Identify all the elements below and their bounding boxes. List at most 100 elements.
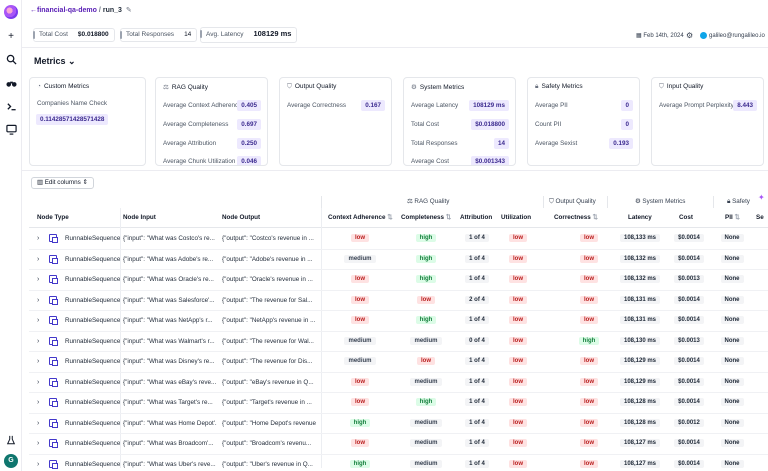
total-responses-value: 14	[184, 31, 192, 38]
terminal-icon[interactable]	[5, 101, 17, 113]
gauge-icon: ◔	[37, 83, 41, 90]
cell-node-input[interactable]: {"input": "What was Oracle's re...	[123, 276, 214, 283]
table-row[interactable]: › RunnableSequence {"input": "What was Net…	[29, 311, 768, 332]
header-node-input[interactable]: Node Input	[123, 214, 156, 221]
lab-flask-icon[interactable]	[5, 435, 17, 447]
columns-icon: ▥	[37, 179, 45, 186]
table-row[interactable]: › RunnableSequence {"input": "What was Dis…	[29, 352, 768, 373]
user-account[interactable]: galileo@rungalileo.io	[700, 32, 765, 39]
cell-node-input[interactable]: {"input": "What was Target's re...	[123, 399, 213, 406]
table-row[interactable]: › RunnableSequence {"input": "What was Bro…	[29, 434, 768, 455]
cell-node-output[interactable]: {"output": "The revenue for Wal...	[222, 337, 314, 345]
cell-node-output[interactable]: {"output": "Home Depot's revenue...	[222, 419, 316, 427]
table-row[interactable]: › RunnableSequence {"input": "What was eBa…	[29, 373, 768, 393]
table-row[interactable]: › RunnableSequence {"input": "What was Wal…	[29, 332, 768, 352]
chevron-right-icon[interactable]: ›	[37, 358, 40, 365]
search-icon[interactable]	[5, 54, 17, 66]
header-latency[interactable]: Latency	[628, 214, 652, 221]
table-row[interactable]: › RunnableSequence {"input": "What was Tar…	[29, 393, 768, 414]
status-pill: low	[351, 398, 369, 406]
header-node-type[interactable]: Node Type	[37, 214, 69, 221]
cell-node-input[interactable]: {"input": "What was Disney's re...	[123, 358, 215, 365]
header-label: Completeness	[401, 214, 445, 221]
header-attribution[interactable]: Attribution	[460, 214, 493, 221]
breadcrumb-run: run_3	[102, 7, 122, 14]
header-utilization[interactable]: Utilization	[501, 214, 532, 221]
attribution-pill: 0 of 4	[465, 336, 489, 345]
table-row[interactable]: › RunnableSequence {"input": "What was Ube…	[29, 455, 768, 471]
chevron-right-icon[interactable]: ›	[37, 276, 40, 283]
cell-cost: $0.0014	[669, 377, 709, 386]
chevron-down-icon: ⌄	[68, 56, 76, 66]
cell-node-input[interactable]: {"input": "What was Adobe's re...	[123, 255, 214, 263]
cell-node-output[interactable]: {"output": "Adobe's revenue in ...	[222, 255, 313, 263]
back-arrow-icon[interactable]: ←	[30, 7, 37, 14]
cell-node-input[interactable]: {"input": "What was Costco's re...	[123, 235, 215, 242]
table-row[interactable]: › RunnableSequence {"input": "What was Ora…	[29, 270, 768, 291]
edit-pencil-icon[interactable]: ✎	[125, 7, 132, 14]
plus-icon[interactable]: +	[8, 31, 14, 42]
cell-node-input[interactable]: {"input": "What was Broadcom'...	[123, 440, 214, 447]
column-divider	[120, 208, 121, 468]
table-row[interactable]: › RunnableSequence {"input": "What was Sal…	[29, 291, 768, 311]
cell-node-input[interactable]: {"input": "What was eBay's reve...	[123, 378, 217, 386]
monitor-icon[interactable]	[5, 124, 17, 136]
chevron-right-icon[interactable]: ›	[37, 235, 40, 242]
header-cost[interactable]: Cost	[679, 214, 693, 221]
cell-node-output[interactable]: {"output": "Oracle's revenue in ...	[222, 276, 313, 283]
cell-node-input[interactable]: {"input": "What was Uber's reve...	[123, 460, 216, 468]
cell-utilization: low	[501, 377, 535, 386]
header-pii[interactable]: PII ⇅	[725, 214, 740, 221]
edit-columns-button[interactable]: ▥ Edit columns ⇕	[31, 177, 94, 189]
cell-node-output[interactable]: {"output": "eBay's revenue in Q...	[222, 378, 314, 386]
latency-pill: 108,128 ms	[619, 418, 661, 427]
cell-context-adherence: low	[328, 234, 392, 242]
table-row[interactable]: › RunnableSequence {"input": "What was Cos…	[29, 229, 768, 250]
cell-correctness: low	[554, 254, 624, 263]
header-context-adherence[interactable]: Context Adherence ⇅	[328, 214, 393, 221]
settings-sliders-icon[interactable]: ⚙	[686, 31, 694, 40]
cell-node-input[interactable]: {"input": "What was Home Depot'...	[123, 419, 217, 427]
cell-node-input[interactable]: {"input": "What was Salesforce'...	[123, 296, 215, 304]
breadcrumb-project[interactable]: financial-qa-demo	[37, 7, 97, 14]
chevron-right-icon[interactable]: ›	[37, 296, 40, 304]
status-pill: low	[509, 295, 527, 304]
cell-node-output[interactable]: {"output": "Target's revenue in ...	[222, 399, 312, 406]
cell-node-output[interactable]: {"output": "Costco's revenue in ...	[222, 235, 314, 242]
chevron-right-icon[interactable]: ›	[37, 399, 40, 406]
cell-node-output[interactable]: {"output": "Broadcom's revenu...	[222, 440, 312, 447]
pii-pill: None	[720, 377, 744, 386]
cell-attribution: 1 of 4	[460, 398, 494, 406]
chevron-right-icon[interactable]: ›	[37, 337, 40, 345]
chevron-right-icon[interactable]: ›	[37, 460, 40, 468]
cell-node-input[interactable]: {"input": "What was NetApp's r...	[123, 317, 213, 324]
chevron-right-icon[interactable]: ›	[37, 378, 40, 386]
sparkle-icon[interactable]: ✦	[758, 193, 765, 202]
chevron-right-icon[interactable]: ›	[37, 317, 40, 324]
header-node-output[interactable]: Node Output	[222, 214, 261, 221]
cell-cost: $0.0014	[669, 295, 709, 304]
galileo-logo-icon[interactable]	[4, 5, 18, 19]
header-completeness[interactable]: Completeness ⇅	[401, 214, 451, 221]
chevron-right-icon[interactable]: ›	[37, 255, 40, 263]
metric-value: 0.250	[237, 138, 261, 149]
chevron-right-icon[interactable]: ›	[37, 440, 40, 447]
status-pill: low	[351, 295, 369, 304]
cell-node-input[interactable]: {"input": "What was Walmart's r...	[123, 337, 215, 345]
cell-correctness: low	[554, 234, 624, 242]
attribution-pill: 1 of 4	[465, 459, 489, 468]
binoculars-icon[interactable]	[5, 78, 17, 90]
cell-node-output[interactable]: {"output": "Uber's revenue in Q...	[222, 460, 313, 468]
cell-node-output[interactable]: {"output": "The revenue for Dis...	[222, 358, 313, 365]
chevron-right-icon[interactable]: ›	[37, 419, 40, 427]
user-avatar[interactable]: G	[4, 454, 18, 468]
cell-node-output[interactable]: {"output": "The revenue for Sal...	[222, 296, 313, 304]
metrics-section-toggle[interactable]: Metrics ⌄	[34, 56, 76, 67]
cell-node-output[interactable]: {"output": "NetApp's revenue in ...	[222, 317, 316, 324]
header-correctness[interactable]: Correctness ⇅	[554, 214, 598, 221]
table-row[interactable]: › RunnableSequence {"input": "What was Hom…	[29, 414, 768, 434]
metric-value: 0.167	[361, 100, 385, 111]
header-sexist[interactable]: Se	[756, 214, 764, 221]
rag-row: Average Context Adherence 0.405	[163, 100, 261, 112]
table-row[interactable]: › RunnableSequence {"input": "What was Ado…	[29, 250, 768, 270]
